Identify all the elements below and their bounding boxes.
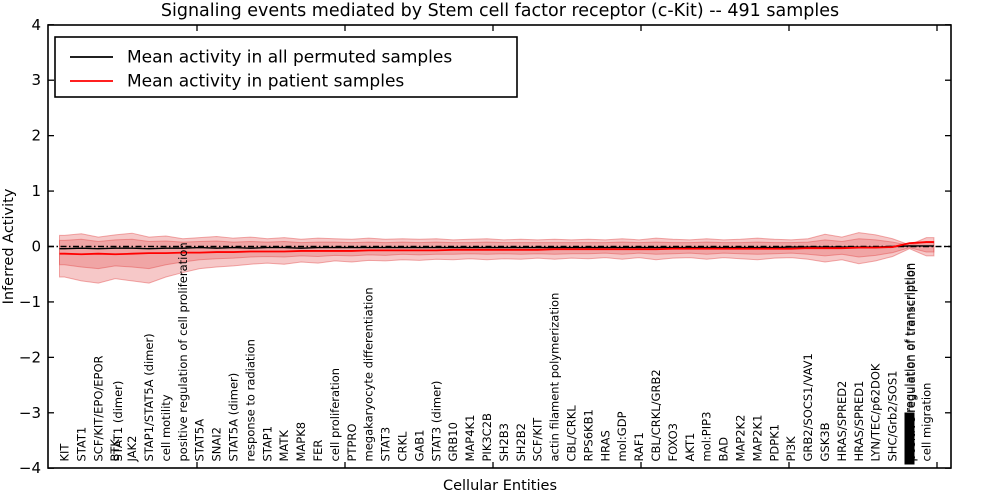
x-tick-label: cell proliferation: [328, 368, 342, 462]
x-tick-label: STAP1/STAT5A (dimer): [142, 333, 156, 461]
x-tick-label: PDPK1: [767, 424, 781, 462]
x-tick-label: BAD: [717, 437, 731, 462]
x-tick-label: positive regulation of transcription: [903, 263, 917, 462]
x-tick-label: actin filament polymerization: [548, 293, 562, 462]
y-tick-label: −1: [19, 293, 41, 311]
y-tick-label: 4: [31, 16, 41, 34]
chart-title: Signaling events mediated by Stem cell f…: [161, 1, 839, 21]
x-tick-label: SCF/KIT: [531, 417, 545, 462]
x-tick-label: LYN/TEC/p62DOK: [869, 363, 883, 461]
band-outer: [59, 232, 935, 284]
x-tick-label: MATK: [277, 430, 291, 462]
x-tick-label: megakaryocyte differentiation: [362, 287, 376, 461]
x-tick-label: STAT3: [379, 427, 393, 462]
x-tick-label: positive regulation of transcription: [904, 263, 918, 462]
mean-patient-line: [59, 241, 934, 256]
x-tick-label: RAF1: [632, 432, 646, 461]
x-tick-label: SH2B3: [497, 423, 511, 461]
axes-frame: 4 3 2 1 0 −1 −2 −3 −4: [19, 16, 952, 477]
x-tick-label: MAPK8: [294, 422, 308, 462]
x-tick-label: KIT: [58, 443, 72, 462]
x-tick-label: STAT5A: [193, 419, 207, 462]
x-tick-label: SH2B2: [514, 423, 528, 461]
x-tick-label: AKT1: [683, 433, 697, 462]
y-tick-label: −2: [19, 348, 41, 366]
x-tick-label: CBL/CRKL/GRB2: [649, 369, 663, 461]
x-tick-label: cell migration: [919, 383, 933, 462]
x-tick-label: FOXO3: [666, 423, 680, 461]
x-axis-label: Cellular Entities: [443, 478, 557, 494]
x-tick-label: GAB1: [412, 430, 426, 462]
x-tick-label: cell motility: [159, 394, 173, 461]
legend-label-patient: Mean activity in patient samples: [127, 72, 404, 92]
x-tick-label: FER: [311, 440, 325, 462]
x-tick-label: GRB10: [446, 422, 460, 461]
confidence-bands: [59, 232, 935, 284]
x-tick-label: STAT1: [74, 427, 88, 462]
x-tick-label: response to radiation: [243, 339, 257, 461]
x-tick-label: MAP4K1: [463, 415, 477, 462]
x-tick-label: SHC/Grb2/SOS1: [886, 371, 900, 462]
x-tick-label: STAT1 (dimer): [111, 381, 125, 462]
x-tick-label: PI3K: [784, 436, 798, 462]
x-tick-label: mol:PIP3: [700, 412, 714, 462]
y-tick-label: −3: [19, 404, 41, 422]
x-tick-label: HRAS: [598, 430, 612, 461]
x-tick-label: JAK2: [125, 436, 139, 463]
x-tick-label: MAP2K2: [734, 415, 748, 462]
x-tick-label: STAP1: [260, 426, 274, 462]
x-tick-label: HRAS/SPRED2: [835, 381, 849, 462]
y-tick-label: 1: [31, 182, 41, 200]
x-tick-label: SCF/KIT/EPO/EPOR: [91, 355, 105, 461]
x-tick-label: MAP2K1: [750, 415, 764, 462]
y-tick-label: −4: [19, 459, 41, 477]
x-tick-label: CBL/CRKL: [565, 405, 579, 462]
y-tick-label: 2: [31, 127, 41, 145]
mean-lines: [59, 241, 934, 256]
x-tick-label: positive regulation of cell proliferatio…: [176, 242, 190, 461]
y-tick-label: 0: [31, 238, 41, 256]
x-tick-label: RPS6KB1: [581, 409, 595, 461]
x-tick-label: BTK: [108, 439, 122, 462]
y-axis-label: Inferred Activity: [1, 188, 17, 304]
x-tick-label: STAT3 (dimer): [429, 381, 443, 462]
overlapping-labels-blob: [904, 412, 915, 465]
x-tick-label: PIK3C2B: [480, 413, 494, 462]
x-tick-label: SNAI2: [210, 427, 224, 461]
x-tick-label: STAT5A (dimer): [227, 373, 241, 462]
legend-box: [54, 36, 518, 98]
x-tick-label: HRAS/SPRED1: [852, 381, 866, 462]
x-tick-label: GSK3B: [818, 422, 832, 461]
x-tick-label: PTPRO: [345, 424, 359, 462]
legend: Mean activity in all permuted samples Me…: [54, 36, 518, 98]
y-tick-label: 3: [31, 71, 41, 89]
legend-label-permuted: Mean activity in all permuted samples: [127, 48, 452, 68]
x-tick-label: mol:GDP: [615, 411, 629, 461]
mean-permuted-line: [59, 245, 934, 250]
x-tick-label: GRB2/SOCS1/VAV1: [801, 353, 815, 461]
x-tick-label: CRKL: [396, 431, 410, 462]
